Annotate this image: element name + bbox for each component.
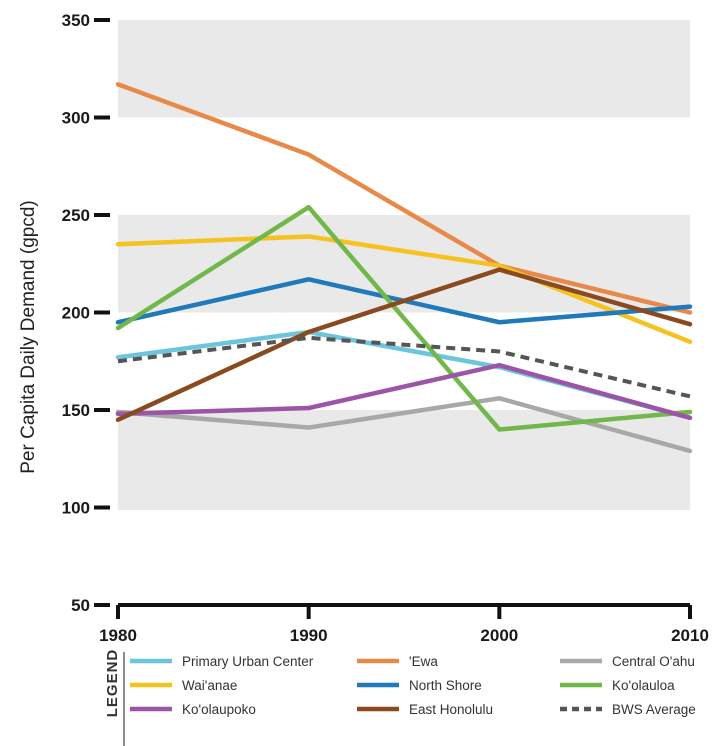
y-tick-label-100: 100 xyxy=(62,499,90,518)
y-tick-label-150: 150 xyxy=(62,401,90,420)
y-tick-label-300: 300 xyxy=(62,109,90,128)
legend-label-wai-anae: Wai'anae xyxy=(182,678,237,693)
y-axis-title: Per Capita Daily Demand (gpcd) xyxy=(18,200,39,474)
x-tick-label-2010: 2010 xyxy=(671,626,709,645)
series-line-ko-olaupoko xyxy=(115,362,693,421)
legend: LEGEND Primary Urban Center 'Ewa Central O'… xyxy=(104,649,696,746)
series-line-central-o-ahu xyxy=(115,396,693,454)
series-line-ko-olauloa xyxy=(115,204,693,432)
y-tick-label-250: 250 xyxy=(62,206,90,225)
legend-label-ewa: 'Ewa xyxy=(409,654,438,669)
x-tick-label-1990: 1990 xyxy=(290,626,328,645)
series-line-wai-anae xyxy=(115,234,693,344)
y-tick-label-200: 200 xyxy=(62,304,90,323)
y-axis: 50 100 150 200 250 300 350 xyxy=(62,11,110,615)
y-tick-label-350: 350 xyxy=(62,11,90,30)
series-line-ewa xyxy=(115,82,693,315)
series-line-east-honolulu xyxy=(115,267,693,422)
legend-label-ko-olaupoko: Ko'olaupoko xyxy=(182,702,256,717)
x-axis: 1980 1990 2000 2010 xyxy=(99,603,709,645)
legend-title: LEGEND xyxy=(104,649,121,718)
legend-label-central-o-ahu: Central O'ahu xyxy=(612,654,695,669)
series-layer xyxy=(115,82,693,454)
x-tick-label-2000: 2000 xyxy=(480,626,518,645)
white-band-1 xyxy=(118,117,690,215)
legend-label-bws-average: BWS Average xyxy=(612,702,696,717)
y-tick-label-50: 50 xyxy=(71,596,90,615)
background-bands xyxy=(118,20,690,510)
legend-label-north-shore: North Shore xyxy=(409,678,482,693)
plot-background xyxy=(118,20,690,510)
legend-label-primary-urban-center: Primary Urban Center xyxy=(182,654,314,669)
legend-label-east-honolulu: East Honolulu xyxy=(409,702,493,717)
series-line-bws-average xyxy=(117,335,691,399)
x-tick-label-1980: 1980 xyxy=(99,626,137,645)
legend-label-ko-olauloa: Ko'olauloa xyxy=(612,678,675,693)
